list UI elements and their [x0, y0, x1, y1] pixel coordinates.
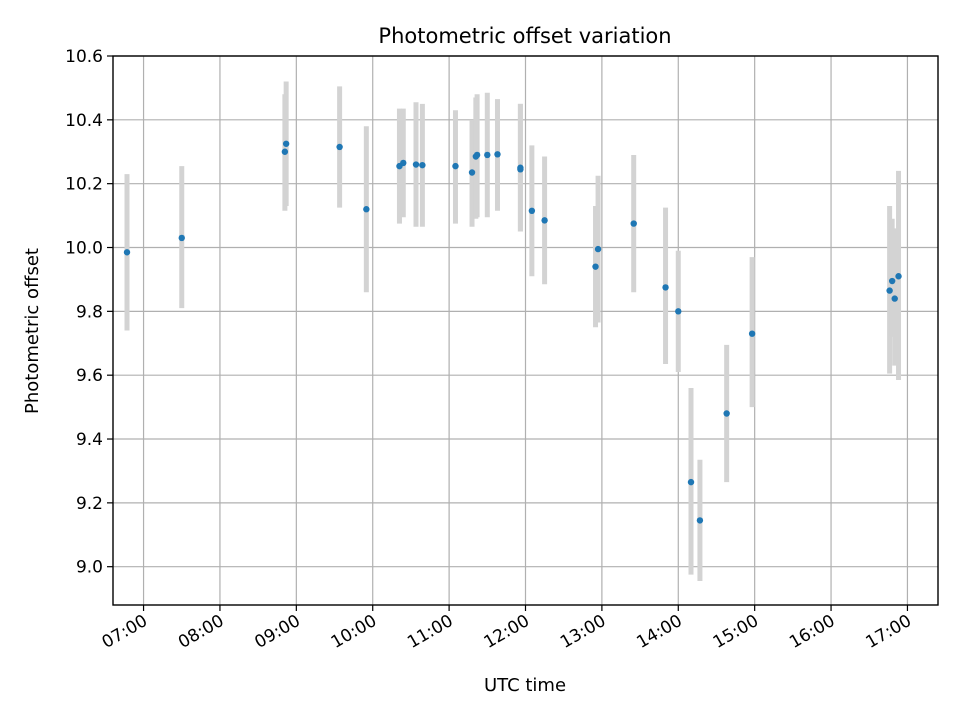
y-tick-label: 9.6 [76, 366, 103, 386]
data-point [748, 330, 756, 337]
data-point [891, 295, 898, 302]
x-tick-label: 17:00 [863, 611, 915, 653]
data-point [895, 273, 902, 280]
x-tick-label: 11:00 [404, 611, 456, 653]
x-tick-label: 09:00 [251, 611, 303, 653]
y-tick-label: 9.0 [76, 558, 103, 578]
data-point [494, 151, 501, 158]
data-point [363, 206, 370, 213]
x-tick-label: 14:00 [633, 611, 685, 653]
y-tick-label: 9.2 [76, 494, 103, 514]
data-point [419, 161, 426, 169]
data-point [282, 140, 290, 147]
data-point [630, 220, 637, 227]
x-tick-label: 16:00 [786, 611, 838, 653]
data-point [517, 164, 524, 171]
data-point [123, 249, 131, 256]
y-tick-label: 10.2 [65, 175, 103, 195]
data-point [723, 410, 730, 417]
data-point [675, 308, 682, 315]
data-point [696, 517, 704, 524]
x-tick-label: 13:00 [557, 611, 609, 653]
y-tick-label: 9.4 [76, 430, 103, 450]
data-point [484, 151, 491, 159]
data-point [888, 277, 896, 285]
data-point [528, 207, 536, 215]
data-point [541, 217, 548, 224]
chart-title: Photometric offset variation [378, 24, 671, 48]
x-tick-label: 15:00 [710, 611, 762, 653]
data-point [281, 148, 289, 155]
x-tick-label: 12:00 [481, 611, 533, 653]
data-point [886, 287, 893, 294]
y-tick-label: 10.4 [65, 111, 103, 131]
data-point [468, 169, 476, 176]
data-point [594, 245, 602, 253]
axis-ticks: 07:00 08:00 09:00 10:00 11:00 12:00 13:00 14:00… [65, 47, 915, 653]
y-axis-label: Photometric offset [22, 248, 43, 414]
data-point [400, 159, 407, 167]
y-tick-label: 10.6 [65, 47, 103, 67]
grid [113, 55, 938, 605]
y-tick-label: 10.0 [65, 239, 103, 259]
data-point [472, 153, 480, 160]
data-point [178, 234, 185, 242]
error-bars [124, 81, 902, 582]
data-point [452, 162, 459, 170]
data-point [592, 263, 599, 270]
x-tick-label: 08:00 [175, 611, 227, 653]
data-points [123, 140, 902, 524]
data-point [687, 478, 695, 486]
y-tick-label: 9.8 [76, 302, 103, 322]
data-point [412, 161, 420, 168]
data-point [336, 143, 343, 151]
x-axis-label: UTC time [484, 675, 566, 696]
data-point [662, 284, 669, 291]
x-tick-label: 07:00 [99, 611, 151, 653]
x-tick-label: 10:00 [328, 611, 380, 653]
